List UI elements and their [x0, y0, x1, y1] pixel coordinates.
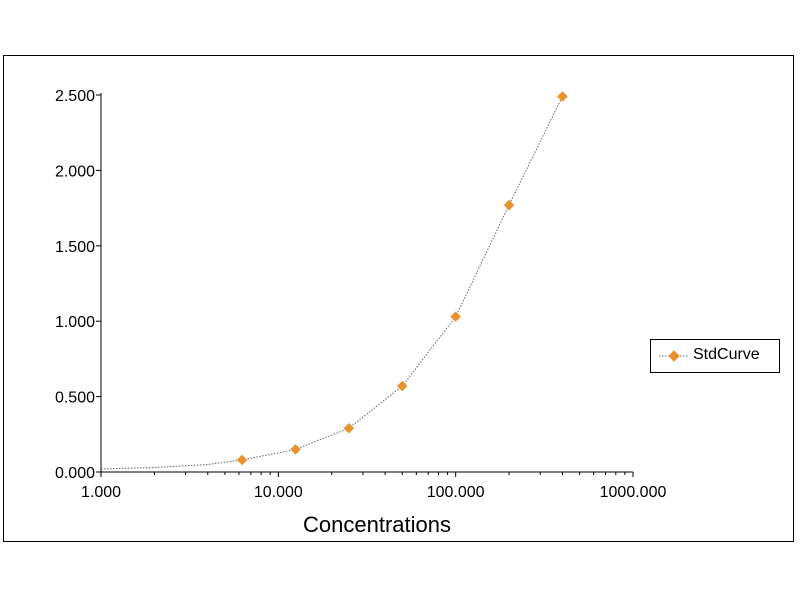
x-tick-label: 10.000 — [254, 484, 303, 501]
data-point-diamond — [557, 91, 568, 102]
chart-frame: 1.000 10.000 100.000 1000.000 0.000 0.500 1.00… — [3, 55, 794, 542]
data-point-diamond — [450, 311, 462, 323]
chart-plot: 1.000 10.000 100.000 1000.000 0.000 0.500 1.00… — [55, 88, 667, 537]
y-tick-label: 0.500 — [55, 390, 95, 407]
data-point-diamond — [396, 380, 408, 392]
x-tick-label: 1000.000 — [600, 484, 667, 501]
legend-label: StdCurve — [693, 346, 760, 363]
fit-curve-line — [100, 96, 563, 470]
data-point-diamond — [236, 454, 248, 466]
data-points — [236, 91, 568, 466]
data-point-diamond — [343, 422, 355, 434]
y-tick-label: 2.000 — [55, 163, 95, 180]
tick-labels: 1.000 10.000 100.000 1000.000 0.000 0.500 1.00… — [55, 88, 667, 501]
y-tick-label: 0.000 — [55, 465, 95, 482]
legend: StdCurve — [650, 339, 780, 373]
x-tick-label: 1.000 — [81, 484, 121, 501]
x-axis-title: Concentrations — [303, 512, 451, 537]
data-point-diamond — [290, 444, 301, 455]
axes — [100, 93, 633, 473]
y-tick-label: 1.500 — [55, 239, 95, 256]
y-tick-label: 1.000 — [55, 314, 95, 331]
data-point-diamond — [503, 199, 515, 211]
y-tick-label: 2.500 — [55, 88, 95, 105]
tick-marks — [96, 94, 634, 477]
x-tick-label: 100.000 — [427, 484, 485, 501]
legend-diamond-icon — [659, 350, 689, 362]
legend-marker — [668, 350, 680, 362]
